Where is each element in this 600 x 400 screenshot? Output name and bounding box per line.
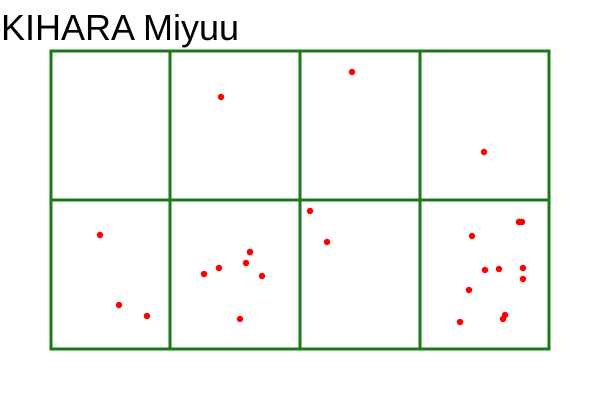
red-dot (200, 270, 208, 278)
red-dot (217, 93, 225, 101)
red-dot (306, 207, 314, 215)
figure-title: KIHARA Miyuu (1, 7, 240, 48)
red-dot (258, 272, 266, 280)
grid-cell-r1-c1 (200, 248, 266, 323)
grid-cell-r1-c0 (96, 231, 151, 320)
red-dot (468, 232, 476, 240)
red-dot (242, 259, 250, 267)
grid-cell-r0-c2 (348, 68, 356, 76)
red-dot (215, 264, 223, 272)
red-dot (96, 231, 104, 239)
red-dot (348, 68, 356, 76)
grid-cell-r0-c1 (217, 93, 225, 101)
red-dot (115, 301, 123, 309)
red-dot (515, 218, 523, 226)
red-dot (480, 148, 488, 156)
red-dot (465, 286, 473, 294)
red-dot (323, 238, 331, 246)
points (96, 68, 527, 326)
grid-cell-r1-c3 (456, 218, 527, 326)
red-dot (519, 275, 527, 283)
red-dot (236, 315, 244, 323)
red-dot (499, 315, 507, 323)
grid-lines (49, 49, 551, 351)
red-dot (495, 265, 503, 273)
red-dot (481, 266, 489, 274)
grid-cell-r0-c3 (480, 148, 488, 156)
red-dot (143, 312, 151, 320)
grid-cell-r1-c2 (306, 207, 331, 246)
red-dot (246, 248, 254, 256)
red-dot (519, 264, 527, 272)
red-dot (456, 318, 464, 326)
